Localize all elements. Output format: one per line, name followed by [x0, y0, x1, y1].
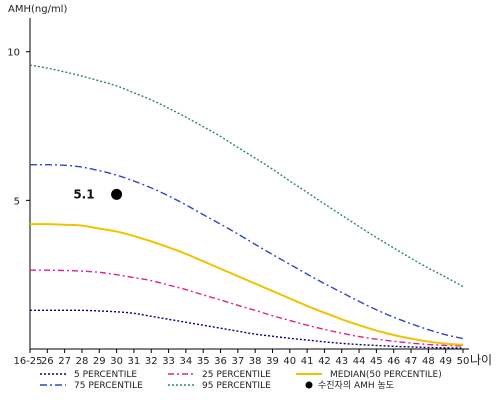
x-tick-label: 48	[422, 356, 435, 367]
legend: 5 PERCENTILE 25 PERCENTILE MEDIAN(50 PERCE…	[40, 370, 442, 391]
x-tick-label: 36	[214, 356, 227, 367]
y-tick-label: 5	[14, 196, 20, 207]
x-tick-label: 26	[41, 356, 54, 367]
legend-label-4: 95 PERCENTILE	[202, 381, 271, 391]
legend-point-marker	[305, 381, 313, 389]
x-tick-label: 35	[197, 356, 210, 367]
x-tick-label: 44	[353, 356, 366, 367]
legend-label-2: MEDIAN(50 PERCENTILE)	[330, 370, 442, 380]
x-tick-label: 31	[128, 356, 141, 367]
x-tick-label: 40	[283, 356, 296, 367]
x-tick-label: 16-25	[13, 356, 42, 367]
x-tick-label: 28	[76, 356, 89, 367]
x-tick-label: 34	[180, 356, 193, 367]
x-tick-label: 32	[145, 356, 158, 367]
x-tick-label: 50	[457, 356, 470, 367]
legend-label-1: 25 PERCENTILE	[202, 370, 271, 380]
legend-label-3: 75 PERCENTILE	[74, 381, 143, 391]
x-tick-label: 49	[439, 356, 452, 367]
x-tick-label: 30	[110, 356, 123, 367]
series-line-1	[29, 269, 464, 347]
legend-label-0: 5 PERCENTILE	[74, 370, 137, 380]
x-tick-label: 29	[93, 356, 106, 367]
x-tick-label: 38	[249, 356, 262, 367]
y-tick-label: 10	[7, 48, 20, 59]
series-line-4	[29, 64, 464, 288]
series-line-3	[29, 163, 464, 340]
x-tick-label: 37	[231, 356, 244, 367]
x-tick-label: 47	[405, 356, 418, 367]
series-layer	[29, 64, 464, 349]
x-tick-label: 43	[335, 356, 348, 367]
legend-point-label: 수진자의 AMH 농도	[318, 380, 394, 391]
x-tick-label: 46	[387, 356, 400, 367]
x-tick-label: 41	[301, 356, 314, 367]
series-line-0	[30, 309, 464, 349]
x-tick-label: 45	[370, 356, 383, 367]
y-axis-label: AMH(ng/ml)	[8, 4, 67, 15]
x-axis-label: 나이	[470, 353, 492, 367]
x-tick-label: 39	[266, 356, 279, 367]
x-tick-label: 33	[162, 356, 175, 367]
series-line-2	[29, 223, 464, 346]
x-tick-label: 27	[58, 356, 71, 367]
x-tick-label: 42	[318, 356, 331, 367]
patient-amh-point	[111, 188, 123, 200]
patient-amh-value-label: 5.1	[73, 187, 94, 201]
point-layer: 5.1	[73, 187, 123, 201]
